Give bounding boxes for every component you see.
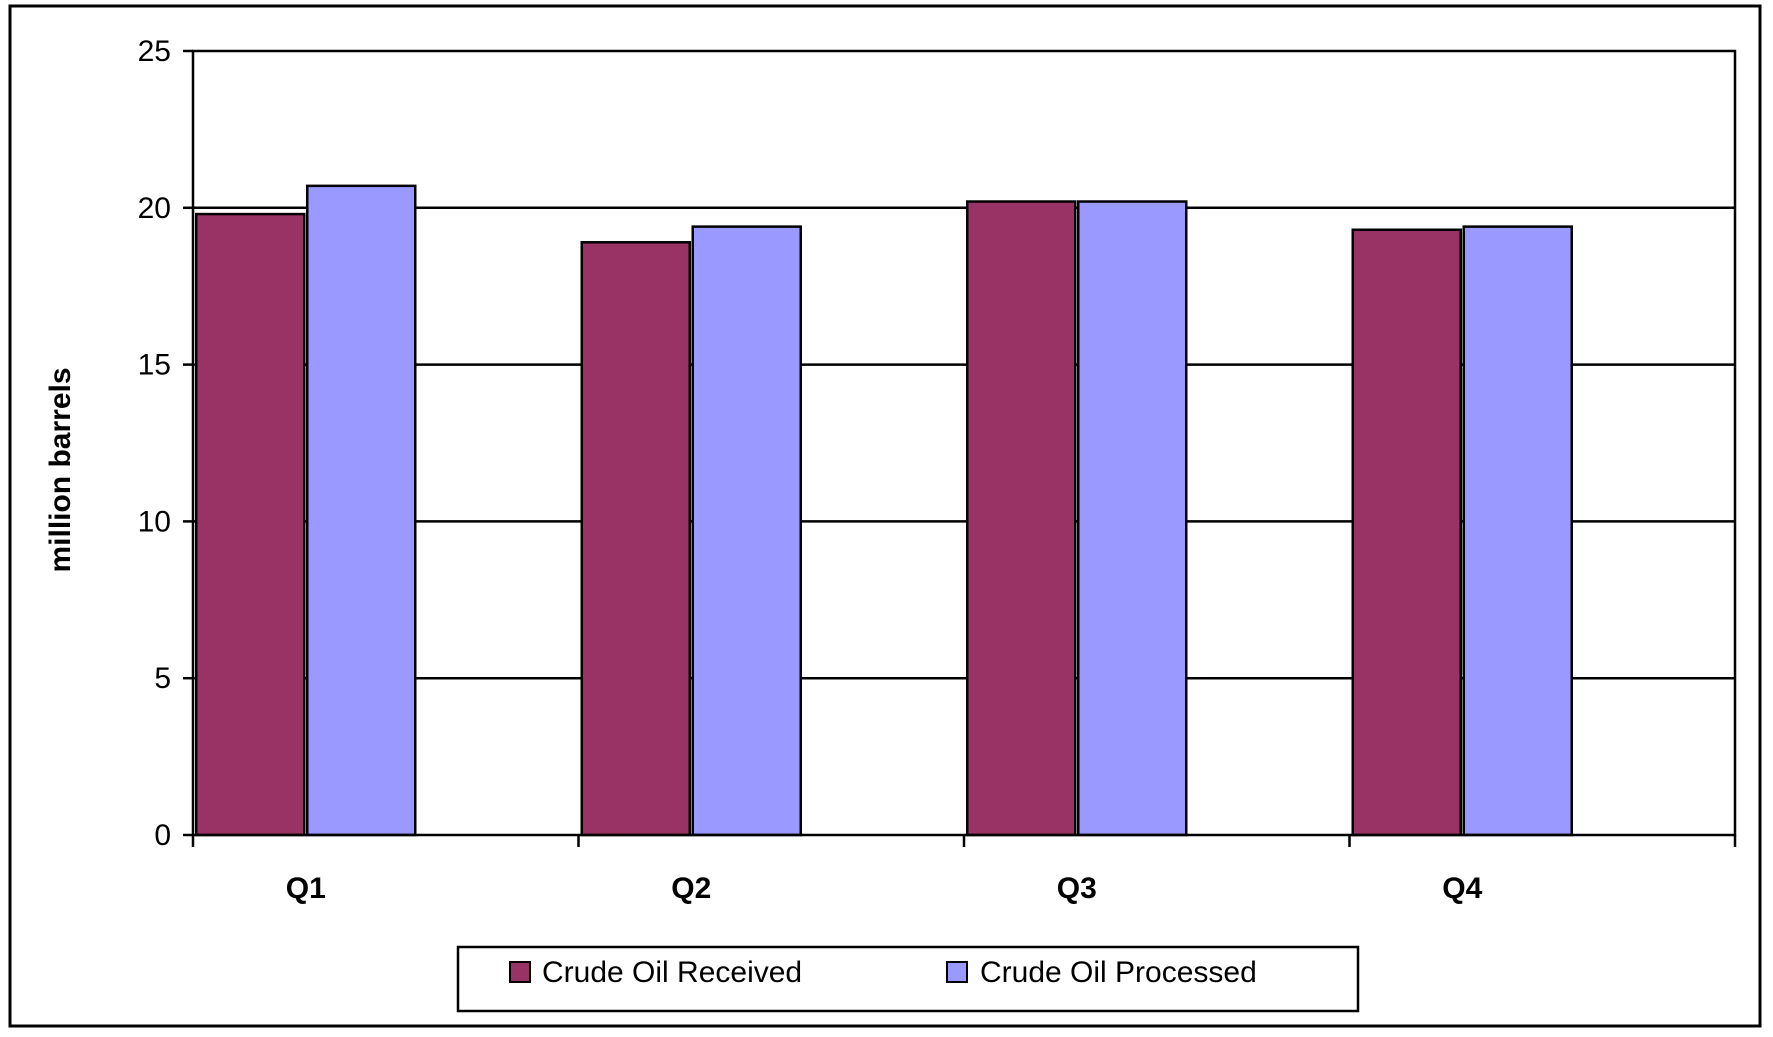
x-tick-label: Q1 [286, 872, 326, 905]
legend-swatch-crude-oil-received [509, 961, 531, 983]
x-tick-label: Q3 [1057, 872, 1097, 905]
y-axis-ticks: 0 5 10 15 20 25 [138, 35, 193, 852]
y-tick-label: 0 [154, 819, 171, 852]
legend-box [456, 945, 1360, 1013]
bar-crude-oil-processed-q2 [691, 225, 802, 837]
y-tick-label: 20 [138, 192, 171, 225]
legend-label-crude-oil-processed: Crude Oil Processed [980, 956, 1257, 989]
bar-crude-oil-received-q2 [580, 241, 691, 837]
x-axis-ticks: Q1 Q2 Q3 Q4 [191, 835, 1737, 905]
bar-crude-oil-received-q4 [1351, 228, 1462, 837]
x-tick-label: Q4 [1442, 872, 1482, 905]
legend-label-crude-oil-received: Crude Oil Received [542, 956, 802, 989]
y-tick-label: 10 [138, 505, 171, 538]
x-tick-label: Q2 [671, 872, 711, 905]
legend-swatch-crude-oil-processed [946, 961, 968, 983]
bar-crude-oil-processed-q4 [1462, 225, 1573, 837]
y-tick-label: 25 [138, 35, 171, 68]
bar-crude-oil-received-q3 [966, 200, 1077, 837]
bars [195, 184, 1573, 837]
y-tick-label: 15 [138, 349, 171, 382]
bar-crude-oil-received-q1 [195, 212, 306, 837]
bar-crude-oil-processed-q3 [1077, 200, 1188, 837]
y-tick-label: 5 [154, 662, 171, 695]
bar-crude-oil-processed-q1 [306, 184, 417, 837]
legend: Crude Oil Received Crude Oil Processed [456, 945, 1360, 1013]
y-axis-label: million barrels [44, 367, 77, 572]
